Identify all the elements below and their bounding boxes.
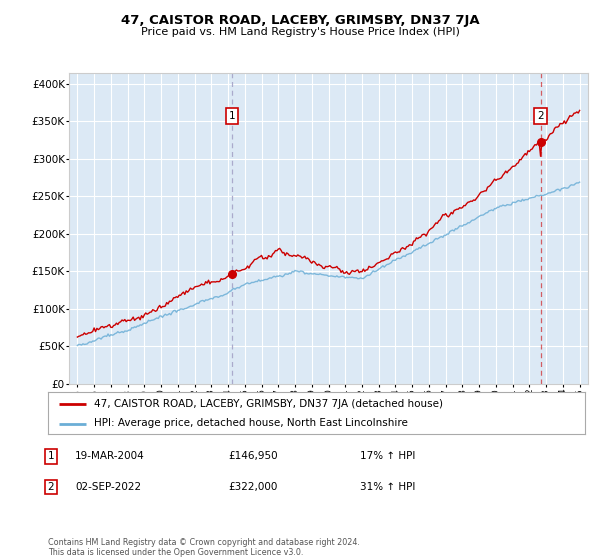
Text: 19-MAR-2004: 19-MAR-2004	[75, 451, 145, 461]
Text: 2: 2	[538, 111, 544, 122]
Text: 47, CAISTOR ROAD, LACEBY, GRIMSBY, DN37 7JA: 47, CAISTOR ROAD, LACEBY, GRIMSBY, DN37 …	[121, 14, 479, 27]
Text: 1: 1	[229, 111, 235, 122]
Text: Contains HM Land Registry data © Crown copyright and database right 2024.
This d: Contains HM Land Registry data © Crown c…	[48, 538, 360, 557]
Text: 02-SEP-2022: 02-SEP-2022	[75, 482, 141, 492]
Text: £322,000: £322,000	[228, 482, 277, 492]
Text: 31% ↑ HPI: 31% ↑ HPI	[360, 482, 415, 492]
Text: 2: 2	[47, 482, 55, 492]
Text: HPI: Average price, detached house, North East Lincolnshire: HPI: Average price, detached house, Nort…	[94, 418, 407, 428]
Text: 47, CAISTOR ROAD, LACEBY, GRIMSBY, DN37 7JA (detached house): 47, CAISTOR ROAD, LACEBY, GRIMSBY, DN37 …	[94, 399, 443, 409]
Text: 17% ↑ HPI: 17% ↑ HPI	[360, 451, 415, 461]
Text: 1: 1	[47, 451, 55, 461]
Text: £146,950: £146,950	[228, 451, 278, 461]
Text: Price paid vs. HM Land Registry's House Price Index (HPI): Price paid vs. HM Land Registry's House …	[140, 27, 460, 37]
